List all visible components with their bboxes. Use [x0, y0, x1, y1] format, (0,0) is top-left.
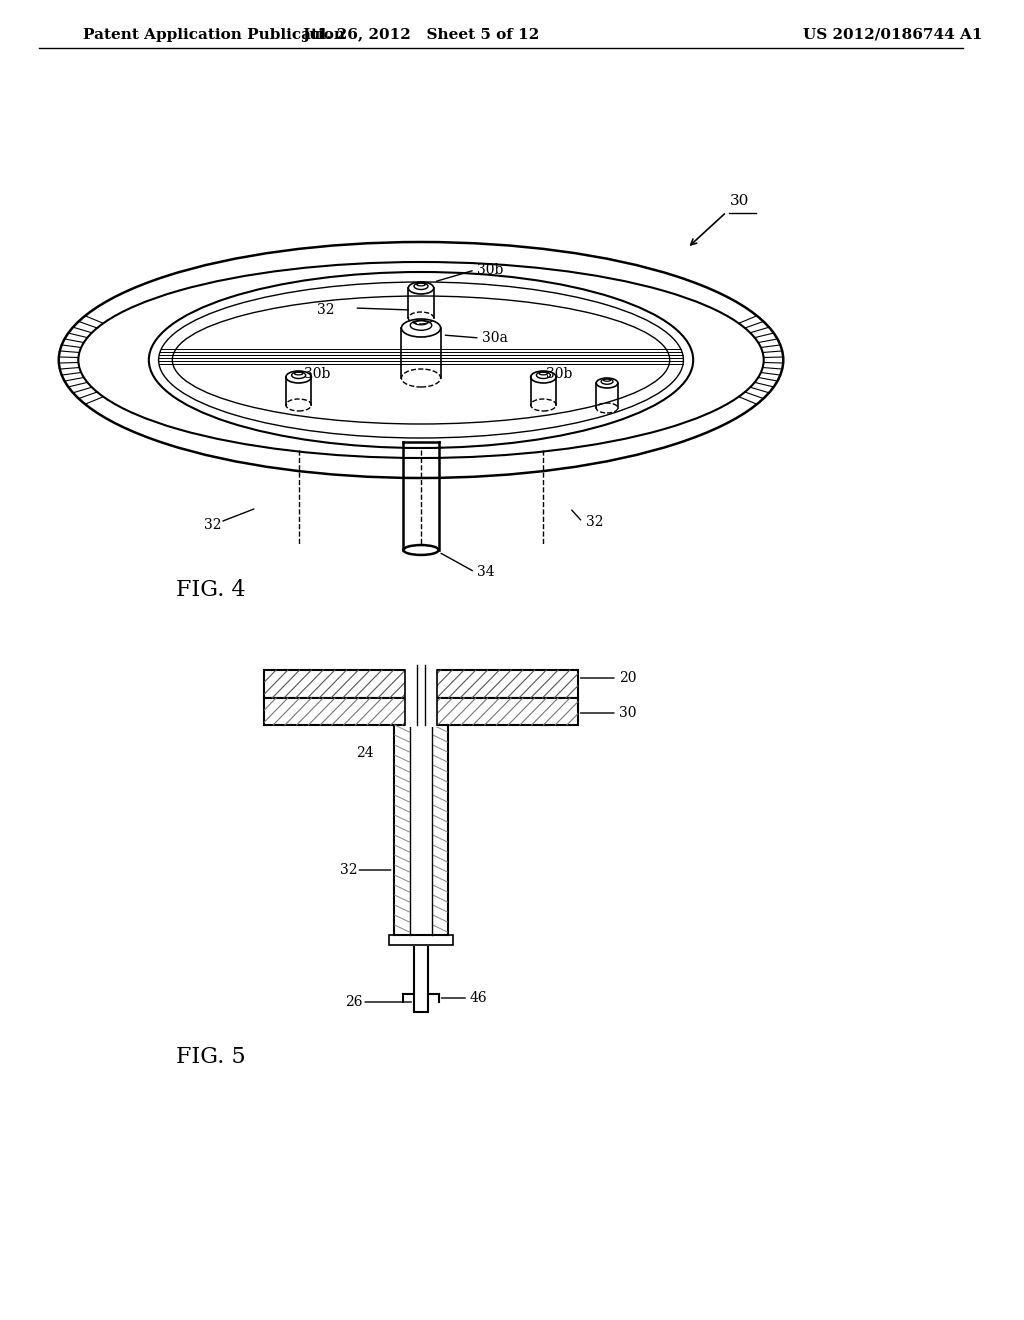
Text: 32: 32 — [340, 863, 357, 876]
Text: FIG. 4: FIG. 4 — [176, 579, 246, 601]
Bar — [406, 668, 436, 727]
Text: US 2012/0186744 A1: US 2012/0186744 A1 — [803, 28, 982, 42]
Text: 34: 34 — [477, 565, 495, 579]
Text: 32: 32 — [586, 515, 603, 529]
Text: 32: 32 — [204, 517, 221, 532]
Text: 30b: 30b — [477, 263, 503, 277]
Text: 30: 30 — [729, 194, 749, 209]
Text: 30b: 30b — [303, 367, 330, 381]
Text: 30: 30 — [618, 706, 636, 719]
Text: 20: 20 — [618, 671, 636, 685]
Bar — [264, 698, 578, 725]
Text: 30a: 30a — [481, 331, 508, 345]
Bar — [389, 935, 454, 945]
Text: 30b: 30b — [547, 367, 572, 381]
Text: FIG. 5: FIG. 5 — [176, 1045, 246, 1068]
Text: 32: 32 — [317, 304, 335, 317]
Text: Jul. 26, 2012   Sheet 5 of 12: Jul. 26, 2012 Sheet 5 of 12 — [302, 28, 540, 42]
Ellipse shape — [403, 545, 438, 554]
Text: Patent Application Publication: Patent Application Publication — [83, 28, 345, 42]
Text: 24: 24 — [356, 746, 374, 760]
Text: 46: 46 — [470, 991, 487, 1005]
Bar — [264, 671, 578, 698]
Text: 26: 26 — [345, 995, 362, 1008]
